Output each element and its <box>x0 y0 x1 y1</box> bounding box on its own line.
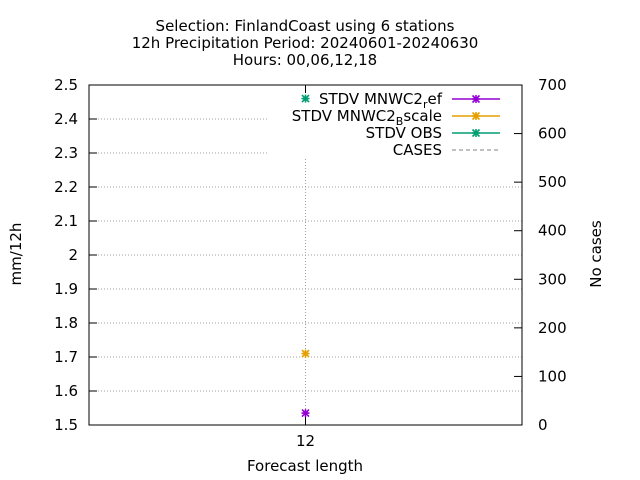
legend-label-subscript: B <box>396 115 404 128</box>
legend-marker <box>471 111 481 121</box>
y-axis-label: mm/12h <box>7 223 25 286</box>
y-tick-label: 1.9 <box>54 280 78 298</box>
y-tick-label: 1.6 <box>54 382 78 400</box>
x-axis-ticks: 12 <box>296 85 315 450</box>
y-tick-label: 2 <box>68 246 78 264</box>
data-point <box>301 94 310 103</box>
title-line-2: 12h Precipitation Period: 20240601-20240… <box>132 34 479 52</box>
point-marker-shape <box>471 94 481 104</box>
legend-marker <box>471 94 481 104</box>
legend-marker <box>471 128 481 138</box>
title-line-1: Selection: FinlandCoast using 6 stations <box>156 17 455 35</box>
x-tick-label: 12 <box>296 432 315 450</box>
y2-tick-label: 200 <box>538 319 567 337</box>
legend-label: CASES <box>393 141 442 159</box>
x-axis-label: Forecast length <box>247 457 363 475</box>
legend-label-subscript: r <box>423 98 428 111</box>
y2-axis-label: No cases <box>587 220 605 288</box>
y-tick-label: 2.1 <box>54 212 78 230</box>
y-tick-label: 2.5 <box>54 76 78 94</box>
y2-axis-ticks: 0 100 200 300 400 500 600 700 <box>514 76 567 434</box>
legend-label: STDV MNWC2Bscale <box>292 107 442 128</box>
legend-label-tail: ef <box>427 90 442 108</box>
y-tick-label: 1.8 <box>54 314 78 332</box>
y-tick-label: 1.5 <box>54 416 78 434</box>
point-marker-shape <box>301 94 310 103</box>
data-points <box>301 94 310 418</box>
point-marker-shape <box>471 128 481 138</box>
point-marker-shape <box>301 349 310 358</box>
y2-tick-label: 100 <box>538 367 567 385</box>
point-marker-shape <box>301 409 310 418</box>
grid-lines <box>89 118 522 425</box>
y2-tick-label: 400 <box>538 222 567 240</box>
y2-tick-label: 600 <box>538 125 567 143</box>
y-tick-label: 2.3 <box>54 144 78 162</box>
legend-label-tail: scale <box>403 107 442 125</box>
data-point <box>301 349 310 358</box>
y-tick-label: 1.7 <box>54 348 78 366</box>
y-axis-ticks: 1.5 1.6 1.7 1.8 1.9 2 2.1 2.2 2.3 2.4 2.5 <box>54 76 97 434</box>
y-tick-label: 2.4 <box>54 110 78 128</box>
y2-tick-label: 500 <box>538 173 567 191</box>
y2-tick-label: 700 <box>538 76 567 94</box>
y-tick-label: 2.2 <box>54 178 78 196</box>
y2-tick-label: 300 <box>538 270 567 288</box>
legend-label: STDV MNWC2ref <box>319 90 443 111</box>
data-point <box>301 409 310 418</box>
chart-title: Selection: FinlandCoast using 6 stations… <box>132 17 479 69</box>
point-marker-shape <box>471 111 481 121</box>
y2-tick-label: 0 <box>538 416 548 434</box>
legend-label: STDV OBS <box>366 124 442 142</box>
title-line-3: Hours: 00,06,12,18 <box>233 51 377 69</box>
